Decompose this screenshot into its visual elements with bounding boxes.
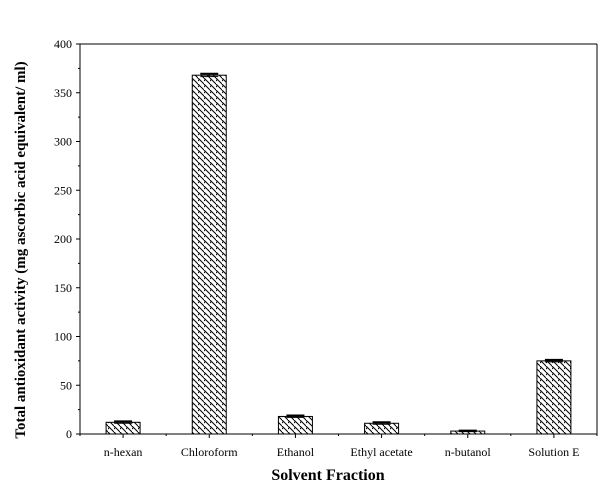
bar (364, 422, 400, 435)
y-axis-title: Total antioxidant activity (mg ascorbic … (13, 61, 29, 438)
y-tick-label: 250 (54, 183, 72, 197)
axes (79, 43, 598, 435)
bar (191, 74, 227, 435)
x-axis-ticks: n-hexan Chloroform Ethanol Ethyl acetate n-b… (79, 434, 598, 459)
x-tick-label: Chloroform (181, 445, 238, 459)
x-tick-label: Ethyl acetate (350, 445, 412, 459)
x-tick-label: n-hexan (104, 445, 143, 459)
bar (277, 415, 313, 435)
y-tick-label: 400 (54, 37, 72, 51)
bar (536, 360, 572, 435)
x-tick-label: Ethanol (277, 445, 315, 459)
bars (105, 72, 572, 435)
x-tick-label: n-butanol (445, 445, 492, 459)
y-tick-label: 350 (54, 86, 72, 100)
y-tick-label: 50 (60, 378, 72, 392)
y-tick-label: 300 (54, 135, 72, 149)
y-tick-label: 0 (66, 427, 72, 441)
y-tick-label: 200 (54, 232, 72, 246)
y-axis-ticks: 0 50 100 150 200 250 300 350 400 (54, 37, 80, 441)
x-axis-title: Solvent Fraction (271, 467, 384, 484)
y-tick-label: 150 (54, 281, 72, 295)
x-tick-label: Solution E (528, 445, 579, 459)
y-tick-label: 100 (54, 330, 72, 344)
bar (105, 421, 141, 435)
